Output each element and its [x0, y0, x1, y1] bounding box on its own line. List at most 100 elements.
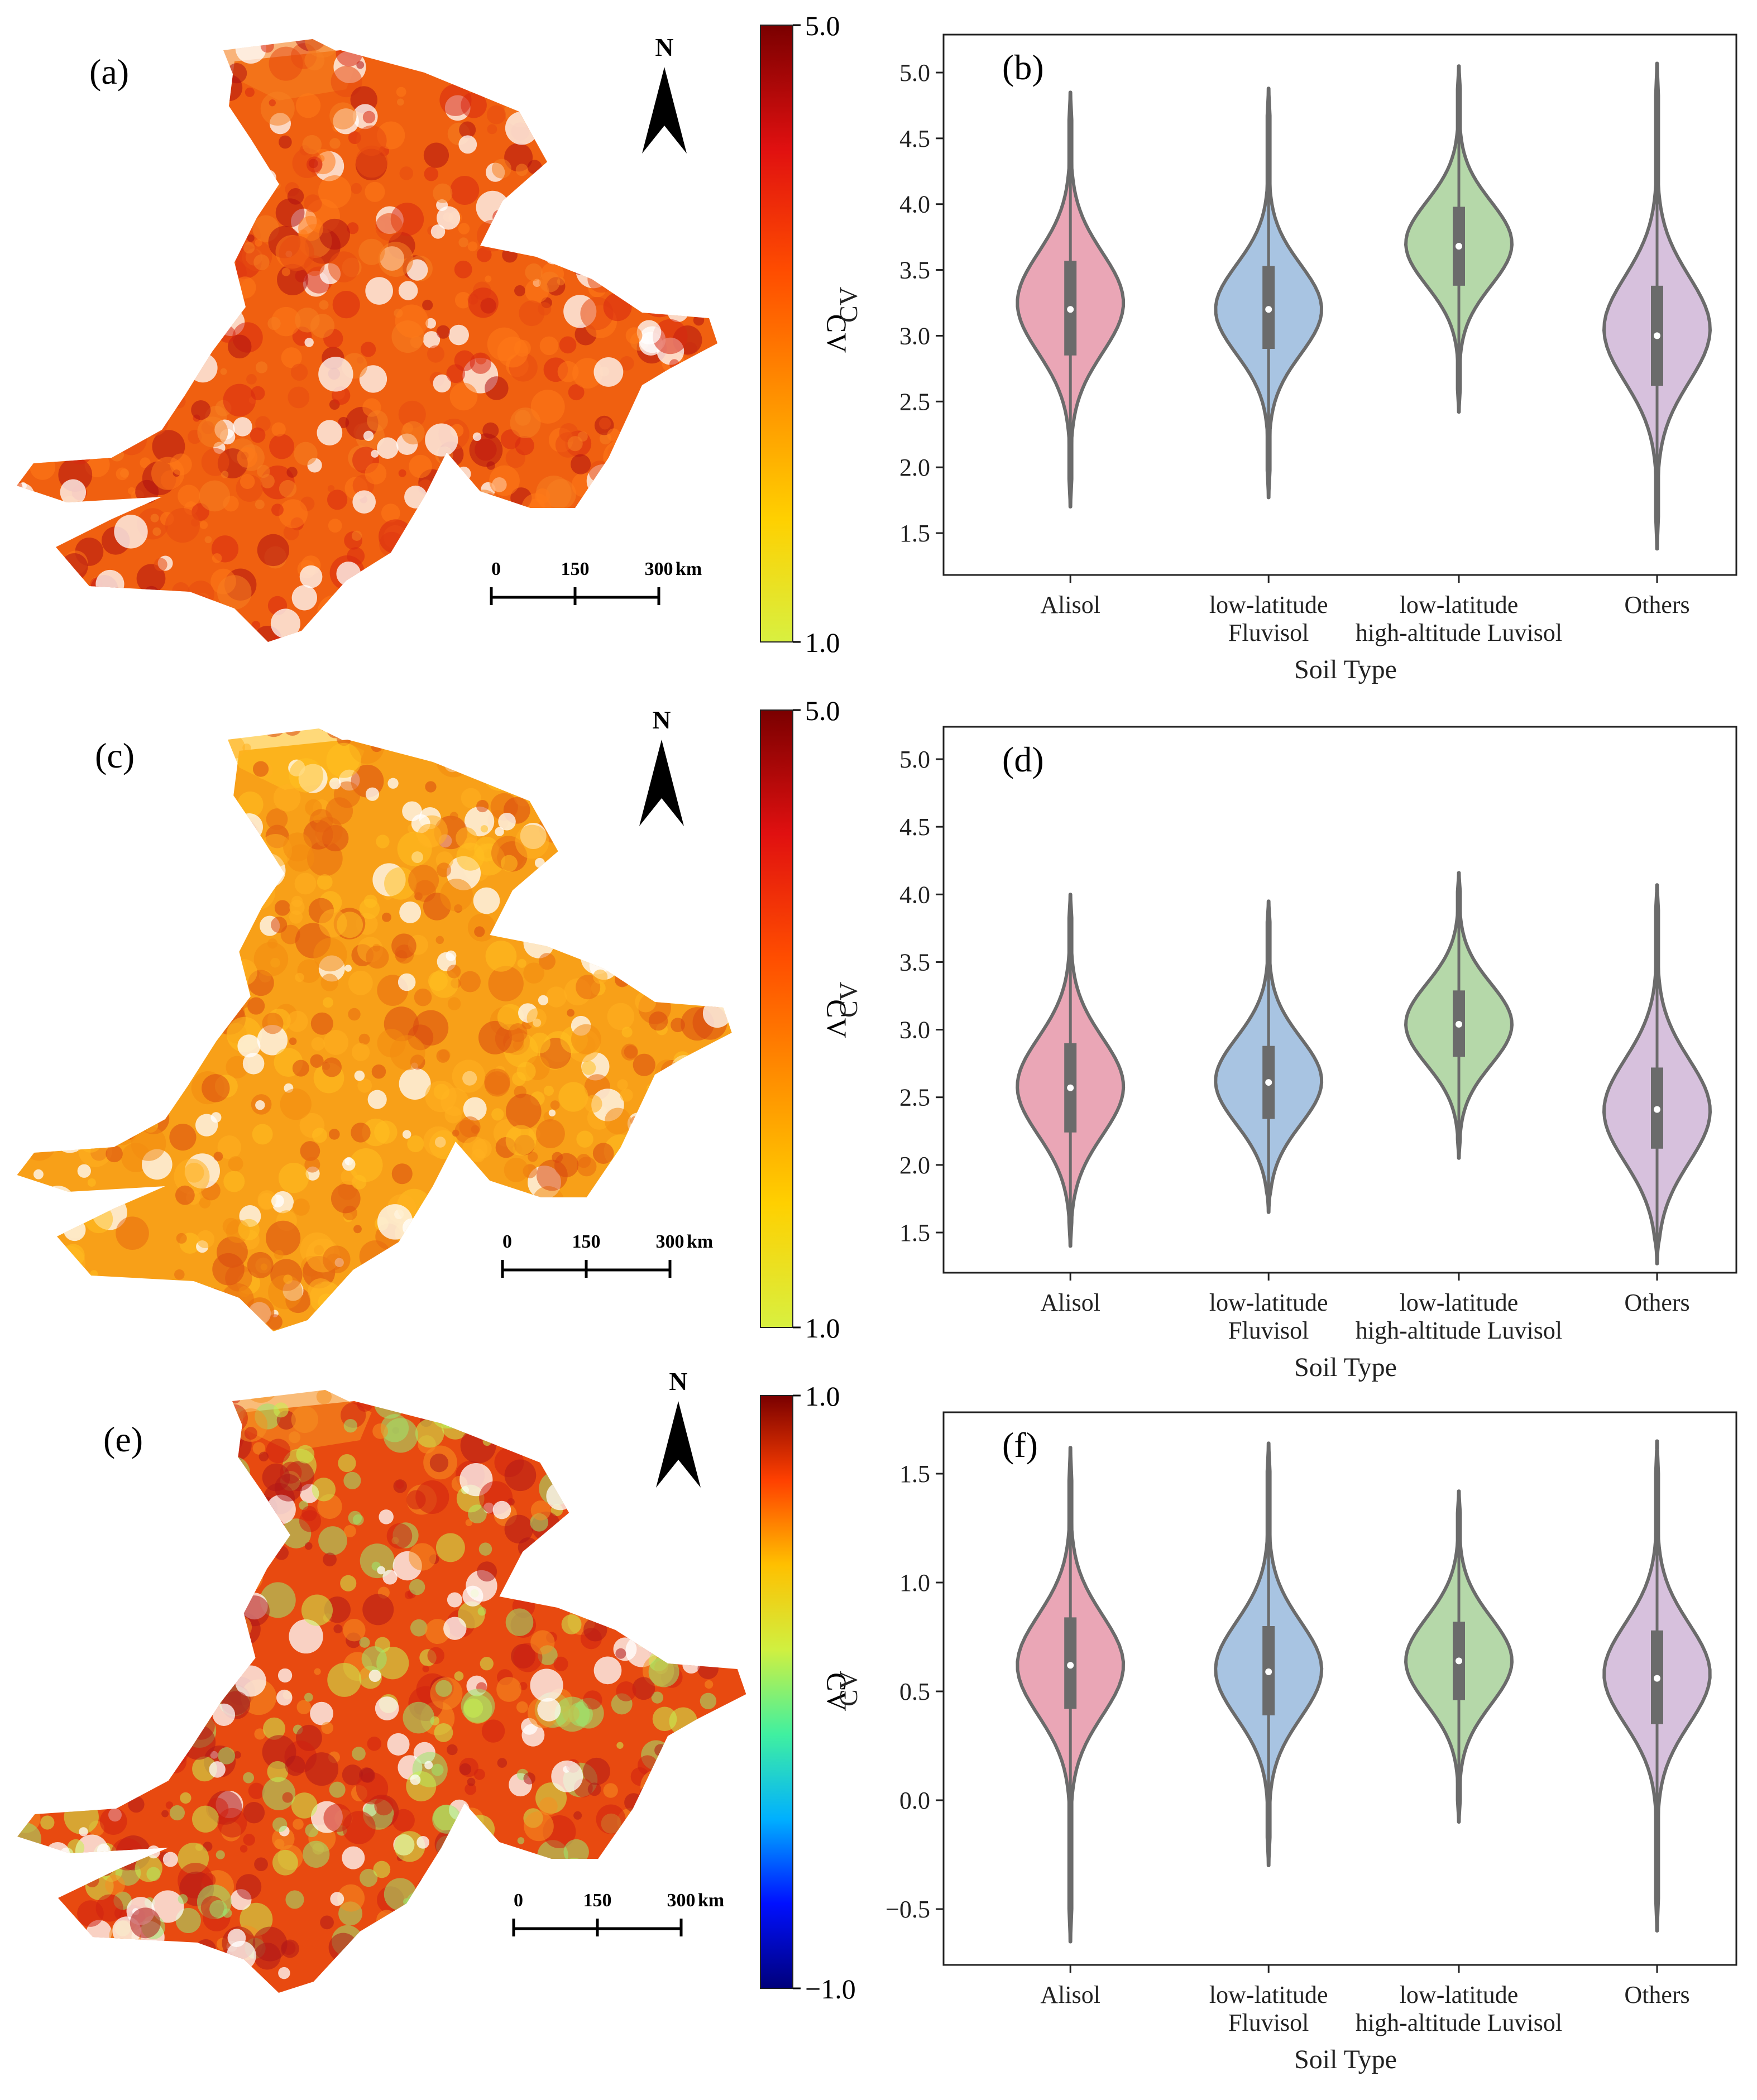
- y-tick-label: 3.0: [899, 322, 930, 349]
- scale-bar-label: 0: [491, 559, 501, 579]
- y-tick-label: 4.0: [899, 191, 930, 218]
- north-arrow-icon: [642, 67, 687, 154]
- scale-bar-label: 150: [572, 1231, 601, 1252]
- colorbar-min-label: 1.0: [805, 1312, 840, 1344]
- chart-panel-label: (f): [1002, 1425, 1038, 1465]
- y-tick-label: 1.5: [899, 1219, 930, 1246]
- north-arrow-icon: [639, 740, 684, 826]
- scale-bar: 0 150 300 km: [490, 559, 702, 605]
- x-axis-label: Soil Type: [1294, 655, 1397, 684]
- violin-median: [1456, 1657, 1462, 1665]
- y-axis-label: CV: [834, 1671, 863, 1706]
- scale-bar-label: 300: [645, 559, 673, 579]
- scale-bar-label: 150: [583, 1890, 612, 1911]
- plot-frame: [942, 33, 1737, 576]
- y-tick-label: 4.5: [899, 813, 930, 841]
- violin-median: [1456, 243, 1462, 250]
- colorbar-label: CV: [821, 999, 853, 1038]
- x-tick-label: high-altitude Luvisol: [1356, 2009, 1562, 2036]
- x-tick-label: Alisol: [1040, 1981, 1100, 2008]
- colorbar-max-label: 5.0: [805, 10, 840, 41]
- y-tick-label: −0.5: [885, 1896, 930, 1923]
- x-tick-label: Others: [1624, 591, 1689, 619]
- colorbar-label: CV: [821, 314, 853, 353]
- y-tick-label: 1.5: [899, 1460, 930, 1488]
- x-tick-label: low-latitude: [1400, 1289, 1519, 1316]
- violin-median: [1265, 1079, 1272, 1086]
- colorbar-max-label: 5.0: [805, 695, 840, 726]
- chart-panel-label: (d): [1002, 740, 1044, 779]
- x-tick-label: high-altitude Luvisol: [1356, 1317, 1562, 1344]
- y-tick-label: 5.0: [899, 746, 930, 773]
- colorbar-min-label: 1.0: [805, 627, 840, 658]
- x-tick-label: low-latitude: [1209, 1981, 1328, 2008]
- scale-bar: 0 150 300 km: [501, 1231, 713, 1278]
- scale-bar-label: 0: [502, 1231, 512, 1252]
- violin-median: [1067, 1084, 1074, 1091]
- x-axis-label: Soil Type: [1294, 1353, 1397, 1382]
- colorbar-label: CV: [821, 1672, 853, 1711]
- map-panel: (e) N 0 150 300 km 1.0 −1.0 CV: [17, 1367, 856, 2005]
- north-arrow-icon: [656, 1401, 701, 1488]
- y-tick-label: 5.0: [899, 59, 930, 87]
- x-tick-label: Others: [1624, 1981, 1689, 2008]
- y-tick-label: 4.0: [899, 881, 930, 908]
- y-tick-label: 4.5: [899, 125, 930, 152]
- violin-chart: 1.5 2.0 2.5 3.0 3.5 4.0 4.5 5.0 CV (b) Alisol low-l…: [834, 33, 1737, 684]
- colorbar-min-label: −1.0: [805, 1973, 856, 2005]
- y-tick-label: 1.0: [899, 1569, 930, 1596]
- x-tick-label: Alisol: [1040, 591, 1100, 619]
- scale-bar: 0 150 300 km: [512, 1890, 724, 1936]
- violin-median: [1067, 306, 1074, 313]
- map-panel-label: (c): [95, 736, 135, 775]
- y-tick-label: 0.5: [899, 1678, 930, 1705]
- scale-bar-label: 150: [561, 559, 590, 579]
- x-tick-label: Fluvisol: [1228, 619, 1309, 646]
- y-tick-label: 2.5: [899, 388, 930, 415]
- plot-frame: [942, 726, 1737, 1274]
- x-tick-label: low-latitude: [1400, 1981, 1519, 2008]
- maps-layer: (a)N0 150 300 km5.01.0CV(c)N0 150 300 km5.01.0…: [17, 10, 856, 2005]
- map-panel: (a) N 0 150 300 km 5.0 1.0 CV: [17, 10, 853, 658]
- charts-layer: 1.5 2.0 2.5 3.0 3.5 4.0 4.5 5.0 CV (b) Alisol low-l…: [834, 33, 1737, 2074]
- y-tick-label: 2.5: [899, 1084, 930, 1111]
- x-tick-label: low-latitude: [1400, 591, 1519, 619]
- y-axis-label: CV: [834, 982, 863, 1018]
- violin-median: [1654, 1106, 1660, 1113]
- y-tick-label: 2.0: [899, 454, 930, 481]
- y-axis-label: CV: [834, 287, 863, 323]
- plot-frame: [942, 1411, 1737, 1966]
- y-tick-label: 0.0: [899, 1787, 930, 1814]
- violin-median: [1654, 332, 1660, 339]
- y-tick-label: 3.0: [899, 1017, 930, 1044]
- x-tick-label: low-latitude: [1209, 1289, 1328, 1316]
- violin-median: [1456, 1020, 1462, 1028]
- x-axis-label: Soil Type: [1294, 2045, 1397, 2074]
- scale-bar-label: 300: [667, 1890, 696, 1911]
- violin-median: [1265, 1668, 1272, 1675]
- x-tick-label: low-latitude: [1209, 591, 1328, 619]
- scale-bar-unit: km: [676, 559, 702, 579]
- north-label: N: [655, 33, 673, 61]
- scale-bar-unit: km: [698, 1890, 724, 1911]
- violin-median: [1265, 306, 1272, 313]
- scale-bar-label: 300: [656, 1231, 684, 1252]
- x-tick-label: Alisol: [1040, 1289, 1100, 1316]
- x-tick-label: high-altitude Luvisol: [1356, 619, 1562, 646]
- colorbar: [760, 709, 793, 1328]
- map-panel-label: (a): [89, 52, 129, 92]
- y-tick-label: 3.5: [899, 948, 930, 976]
- x-tick-label: Others: [1624, 1289, 1689, 1316]
- y-tick-label: 1.5: [899, 520, 930, 547]
- map-panel: (c) N 0 150 300 km 5.0 1.0 CV: [17, 695, 853, 1344]
- chart-panel-label: (b): [1002, 47, 1044, 87]
- y-tick-label: 2.0: [899, 1152, 930, 1179]
- violin-median: [1654, 1675, 1660, 1682]
- violin-chart: −0.50.00.51.01.5CV(f)Alisol low-latitudeF…: [834, 1411, 1737, 2074]
- north-label: N: [652, 706, 671, 734]
- violin-median: [1067, 1662, 1074, 1669]
- scale-bar-unit: km: [687, 1231, 713, 1252]
- violin-chart: 1.5 2.0 2.5 3.0 3.5 4.0 4.5 5.0 CV (d) Alisol low-l…: [834, 726, 1737, 1382]
- x-tick-label: Fluvisol: [1228, 1317, 1309, 1344]
